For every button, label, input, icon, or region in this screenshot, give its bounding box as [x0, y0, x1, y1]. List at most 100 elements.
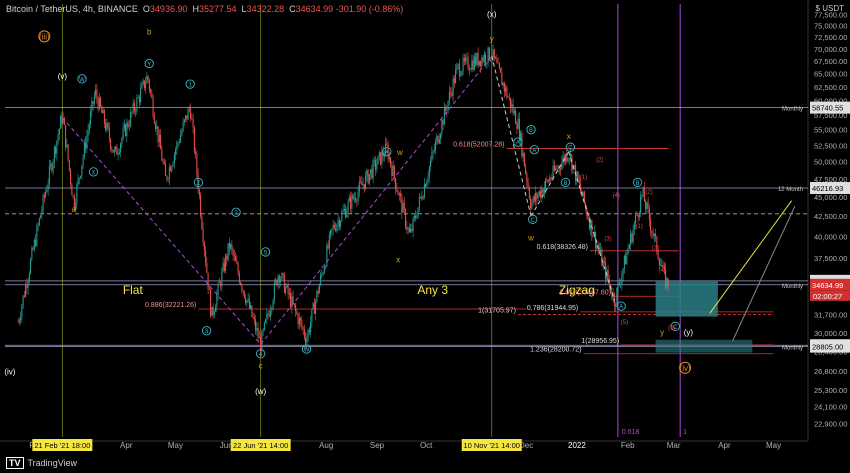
candle-body [455, 69, 457, 84]
candle-body [171, 166, 173, 171]
candle-body [643, 187, 645, 202]
candle-body [470, 69, 472, 70]
candle-body [387, 144, 389, 160]
candle-body [356, 200, 358, 202]
candle-body [58, 128, 60, 135]
candle-body [360, 181, 362, 183]
candle-body [85, 142, 87, 149]
candle-body [332, 224, 334, 230]
candle-body [271, 307, 273, 311]
candle-body [456, 65, 458, 70]
candle-body [571, 154, 573, 171]
candle-body [76, 184, 78, 204]
candle-body [227, 243, 229, 260]
candle-body [653, 234, 655, 237]
candle-body [543, 187, 545, 194]
candle-body [286, 284, 288, 288]
candle-body [27, 280, 29, 288]
candle-body [337, 220, 339, 225]
candle-body [357, 191, 359, 201]
candle-body [140, 88, 142, 103]
candle-body [436, 136, 438, 142]
candle-body [110, 139, 112, 149]
candle-body [560, 168, 562, 170]
red-wave-label: (3) [604, 237, 611, 243]
price-level-label: Monthly [782, 284, 803, 290]
candle-body [441, 120, 443, 134]
candle-body [221, 271, 223, 287]
candle-body [47, 183, 49, 190]
candle-body [242, 290, 244, 292]
candle-body [200, 195, 202, 217]
wave-label: (w) [255, 387, 266, 396]
candle-body [87, 129, 89, 136]
currency-label[interactable]: $ USDT [815, 4, 844, 13]
candle-body [415, 215, 417, 219]
wave-label: b [147, 28, 152, 37]
candle-body [52, 161, 54, 171]
change-value: -301.90 (-0.86%) [335, 4, 404, 14]
candle-body [383, 156, 385, 157]
y-tick-label: 45,000.00 [814, 193, 847, 202]
wave-label: (x) [487, 10, 497, 19]
fib-time-label: 1 [683, 429, 687, 436]
candle-body [366, 170, 368, 176]
fib-level-label: 1(31705.97) [478, 307, 516, 314]
candle-body [335, 228, 337, 231]
candle-body [568, 158, 570, 159]
candle-body [77, 178, 79, 185]
candle-body [305, 336, 307, 344]
candle-body [261, 331, 263, 352]
candle-body [37, 224, 39, 227]
candle-body [113, 149, 115, 153]
wave-circle-label: 3 [205, 329, 209, 335]
candle-body [285, 287, 287, 293]
candle-body [352, 194, 354, 199]
candle-body [395, 177, 397, 189]
candle-body [552, 165, 554, 178]
wave-circle-marker [529, 145, 539, 155]
candle-body [137, 97, 139, 98]
candle-body [237, 263, 239, 273]
candle-body [170, 167, 172, 171]
y-tick-label: 70,000.00 [814, 45, 847, 54]
candle-body [405, 209, 407, 227]
candle-body [640, 196, 642, 214]
candle-body [440, 133, 442, 140]
candle-body [111, 148, 113, 150]
candle-body [43, 195, 45, 197]
candle-body [372, 160, 374, 179]
wave-circle-label: A [516, 141, 520, 147]
candle-body [631, 233, 633, 243]
candle-body [437, 136, 439, 144]
y-tick-label: 22,900.00 [814, 420, 847, 429]
tradingview-brand[interactable]: TV TradingView [6, 457, 77, 469]
y-tick-label: 40,000.00 [814, 232, 847, 241]
candle-body [535, 192, 537, 201]
wave-circle-marker [528, 214, 538, 224]
wave-connector-line [61, 117, 262, 345]
candles-group [17, 44, 669, 358]
candle-body [551, 177, 553, 180]
candle-body [35, 239, 37, 246]
candle-body [380, 152, 382, 165]
wave-label: w [527, 234, 534, 243]
candle-body [508, 97, 510, 99]
candle-body [73, 196, 75, 209]
wave-label: x [396, 256, 400, 265]
candle-body [377, 155, 379, 165]
candle-body [92, 101, 94, 104]
wave-connector-line [568, 151, 616, 302]
candle-body [63, 117, 65, 125]
candle-body [621, 275, 623, 285]
candle-body [191, 118, 193, 120]
candle-body [540, 190, 542, 197]
symbol-header: Bitcoin / TetherUS, 4h, BINANCE O34936.9… [6, 4, 404, 14]
candle-body [587, 215, 589, 220]
candle-body [430, 160, 432, 167]
candle-body [486, 62, 488, 64]
candle-body [267, 313, 269, 315]
candle-body [331, 229, 333, 231]
candle-body [425, 184, 427, 187]
